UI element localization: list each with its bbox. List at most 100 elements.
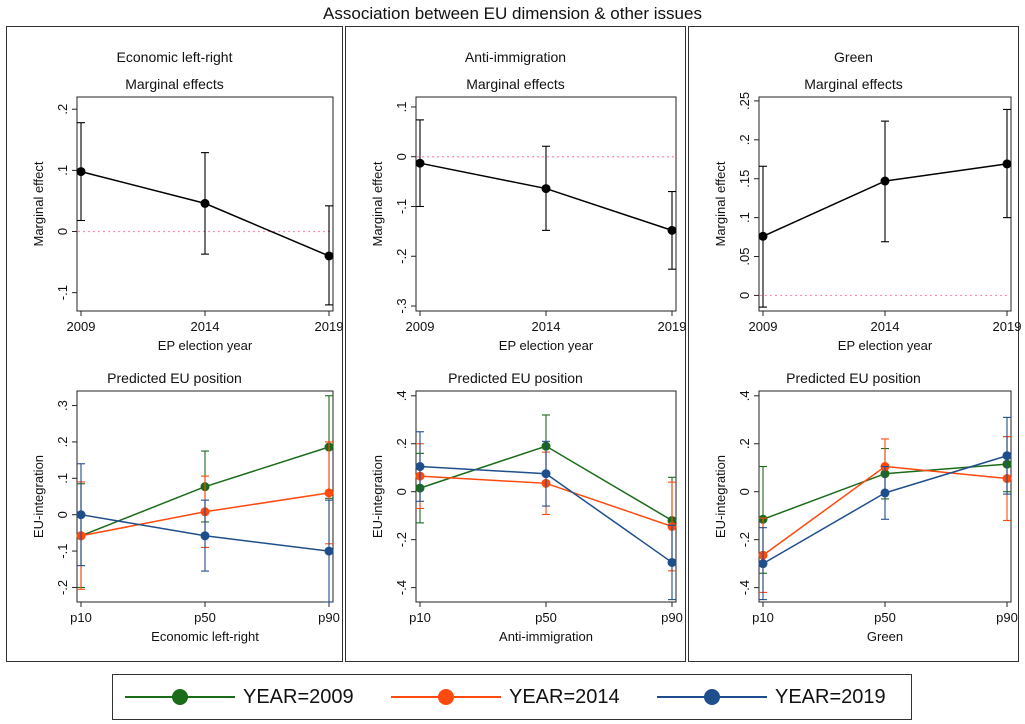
y-tick-label: .2 (55, 104, 70, 115)
y-tick-label: .1 (737, 212, 752, 223)
x-tick-label: p50 (194, 610, 216, 625)
y-tick-label: -.1 (55, 285, 70, 300)
y-tick-label: .15 (737, 170, 752, 188)
data-point (880, 176, 890, 186)
x-tick-label: 2009 (749, 319, 778, 334)
x-axis-label: Economic left-right (151, 629, 259, 644)
y-tick-label: .3 (55, 400, 70, 411)
x-tick-label: 2009 (406, 319, 435, 334)
y-tick-label: .1 (55, 473, 70, 484)
data-point (324, 488, 334, 498)
panel-immigration (345, 26, 686, 662)
y-axis-label: EU-integration (370, 455, 385, 538)
series-year-2019 (76, 463, 334, 603)
data-point (758, 559, 768, 569)
y-tick-label: 0 (394, 488, 409, 495)
legend-item-2014: YEAR=2014 (391, 675, 651, 719)
x-tick-label: 2014 (191, 319, 220, 334)
y-tick-label: -.4 (737, 580, 752, 595)
x-axis-label: Green (867, 629, 903, 644)
y-tick-label: .1 (394, 102, 409, 113)
legend-label-2009: YEAR=2009 (243, 686, 354, 708)
legend-marker-2019 (704, 689, 720, 705)
x-tick-label: p10 (752, 610, 774, 625)
x-tick-label: 2019 (993, 319, 1022, 334)
y-tick-label: 0 (55, 228, 70, 235)
subplot-title: Marginal effects (804, 76, 903, 92)
series-year-2019 (758, 416, 1012, 601)
y-tick-label: -.2 (55, 580, 70, 595)
x-tick-label: 2019 (315, 319, 344, 334)
legend: YEAR=2009 YEAR=2014 YEAR=2019 (112, 674, 912, 720)
legend-item-2019: YEAR=2019 (657, 675, 907, 719)
data-point (200, 531, 210, 541)
data-point (76, 510, 86, 520)
data-point (324, 251, 334, 261)
chart-5: Predicted EU position -.4 -.2 0 .2 .4 p10 p50 p9… (713, 370, 1018, 644)
y-tick-label: .4 (394, 390, 409, 401)
y-tick-label: .2 (737, 438, 752, 449)
data-point (541, 184, 551, 194)
data-point (1002, 159, 1012, 169)
y-tick-label: 0 (55, 511, 70, 518)
y-axis-label: EU-integration (31, 455, 46, 538)
y-tick-label: .2 (394, 438, 409, 449)
x-tick-label: p90 (318, 610, 340, 625)
x-tick-label: p90 (996, 610, 1018, 625)
subplot-title: Predicted EU position (448, 370, 583, 386)
y-tick-label: -.1 (55, 543, 70, 558)
data-point (667, 557, 677, 567)
chart-1: Anti-immigration Marginal effects -.3 -.2 -.… (370, 49, 686, 353)
x-tick-label: p10 (409, 610, 431, 625)
chart-4: Predicted EU position -.4 -.2 0 .2 .4 p10 p50 p9… (370, 370, 683, 644)
x-axis-label: Anti-immigration (499, 629, 593, 644)
data-point (541, 469, 551, 479)
data-point (667, 225, 677, 235)
y-tick-label: .05 (737, 247, 752, 265)
chart-2: Green Marginal effects 0 .05 .1 .15 .2 .25 2009 2… (713, 49, 1021, 353)
chart-3: Predicted EU position -.2 -.1 0 .1 .2 .3 p10 p50… (31, 370, 340, 644)
y-axis-label: Marginal effect (713, 161, 728, 246)
data-point (324, 546, 334, 556)
y-tick-label: -.1 (394, 199, 409, 214)
x-tick-label: p10 (70, 610, 92, 625)
panel-title: Economic left-right (117, 49, 233, 65)
y-tick-label: -.2 (737, 532, 752, 547)
subplot-title: Marginal effects (125, 76, 224, 92)
x-axis-label: EP election year (499, 338, 594, 353)
x-tick-label: 2014 (532, 319, 561, 334)
data-point (76, 167, 86, 177)
y-axis-label: Marginal effect (31, 161, 46, 246)
x-tick-label: 2014 (871, 319, 900, 334)
y-tick-label: -.2 (394, 532, 409, 547)
legend-marker-2009 (172, 689, 188, 705)
data-point (1002, 451, 1012, 461)
y-axis-label: Marginal effect (370, 161, 385, 246)
subplot-title: Predicted EU position (107, 370, 242, 386)
legend-label-2019: YEAR=2019 (775, 686, 886, 708)
subplot-title: Predicted EU position (786, 370, 921, 386)
x-tick-label: p50 (874, 610, 896, 625)
y-tick-label: .2 (737, 134, 752, 145)
panel-title: Anti-immigration (465, 49, 566, 65)
panel-title: Green (834, 49, 873, 65)
x-tick-label: p90 (661, 610, 683, 625)
y-tick-label: 0 (394, 153, 409, 160)
y-tick-label: 0 (737, 292, 752, 299)
y-tick-label: .25 (737, 92, 752, 110)
y-tick-label: -.3 (394, 298, 409, 313)
series-marginal-effect (758, 108, 1012, 308)
subplot-title: Marginal effects (466, 76, 565, 92)
x-axis-label: EP election year (158, 338, 253, 353)
y-tick-label: 0 (737, 488, 752, 495)
y-tick-label: .1 (55, 165, 70, 176)
legend-label-2014: YEAR=2014 (509, 686, 620, 708)
data-point (415, 462, 425, 472)
x-axis-label: EP election year (838, 338, 933, 353)
x-tick-label: 2009 (67, 319, 96, 334)
legend-marker-2014 (438, 689, 454, 705)
y-tick-label: -.4 (394, 580, 409, 595)
data-point (758, 231, 768, 241)
data-point (415, 158, 425, 168)
